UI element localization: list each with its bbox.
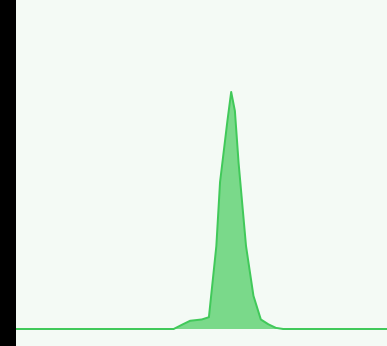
data-point-0-7: [220, 182, 221, 183]
series-layer: [16, 91, 387, 330]
plot-area: [16, 0, 387, 346]
data-point-0-5: [208, 317, 209, 318]
data-point-0-12: [246, 246, 247, 247]
data-point-0-16: [275, 327, 276, 328]
data-point-0-10: [234, 110, 235, 111]
data-point-0-17: [283, 329, 284, 330]
data-point-0-8: [227, 120, 228, 121]
data-point-0-18: [312, 329, 313, 330]
data-point-0-6: [216, 246, 217, 247]
plot-background: [16, 0, 387, 346]
data-point-0-11: [238, 163, 239, 164]
chart-svg: [16, 0, 387, 346]
series-line-0: [16, 91, 387, 330]
data-point-0-13: [253, 295, 254, 296]
data-point-0-9: [231, 92, 232, 93]
data-point-0-4: [201, 319, 202, 320]
data-point-0-14: [260, 319, 261, 320]
data-point-0-15: [268, 324, 269, 325]
data-point-0-3: [190, 320, 191, 321]
data-point-0-1: [173, 329, 174, 330]
data-point-0-2: [182, 324, 183, 325]
